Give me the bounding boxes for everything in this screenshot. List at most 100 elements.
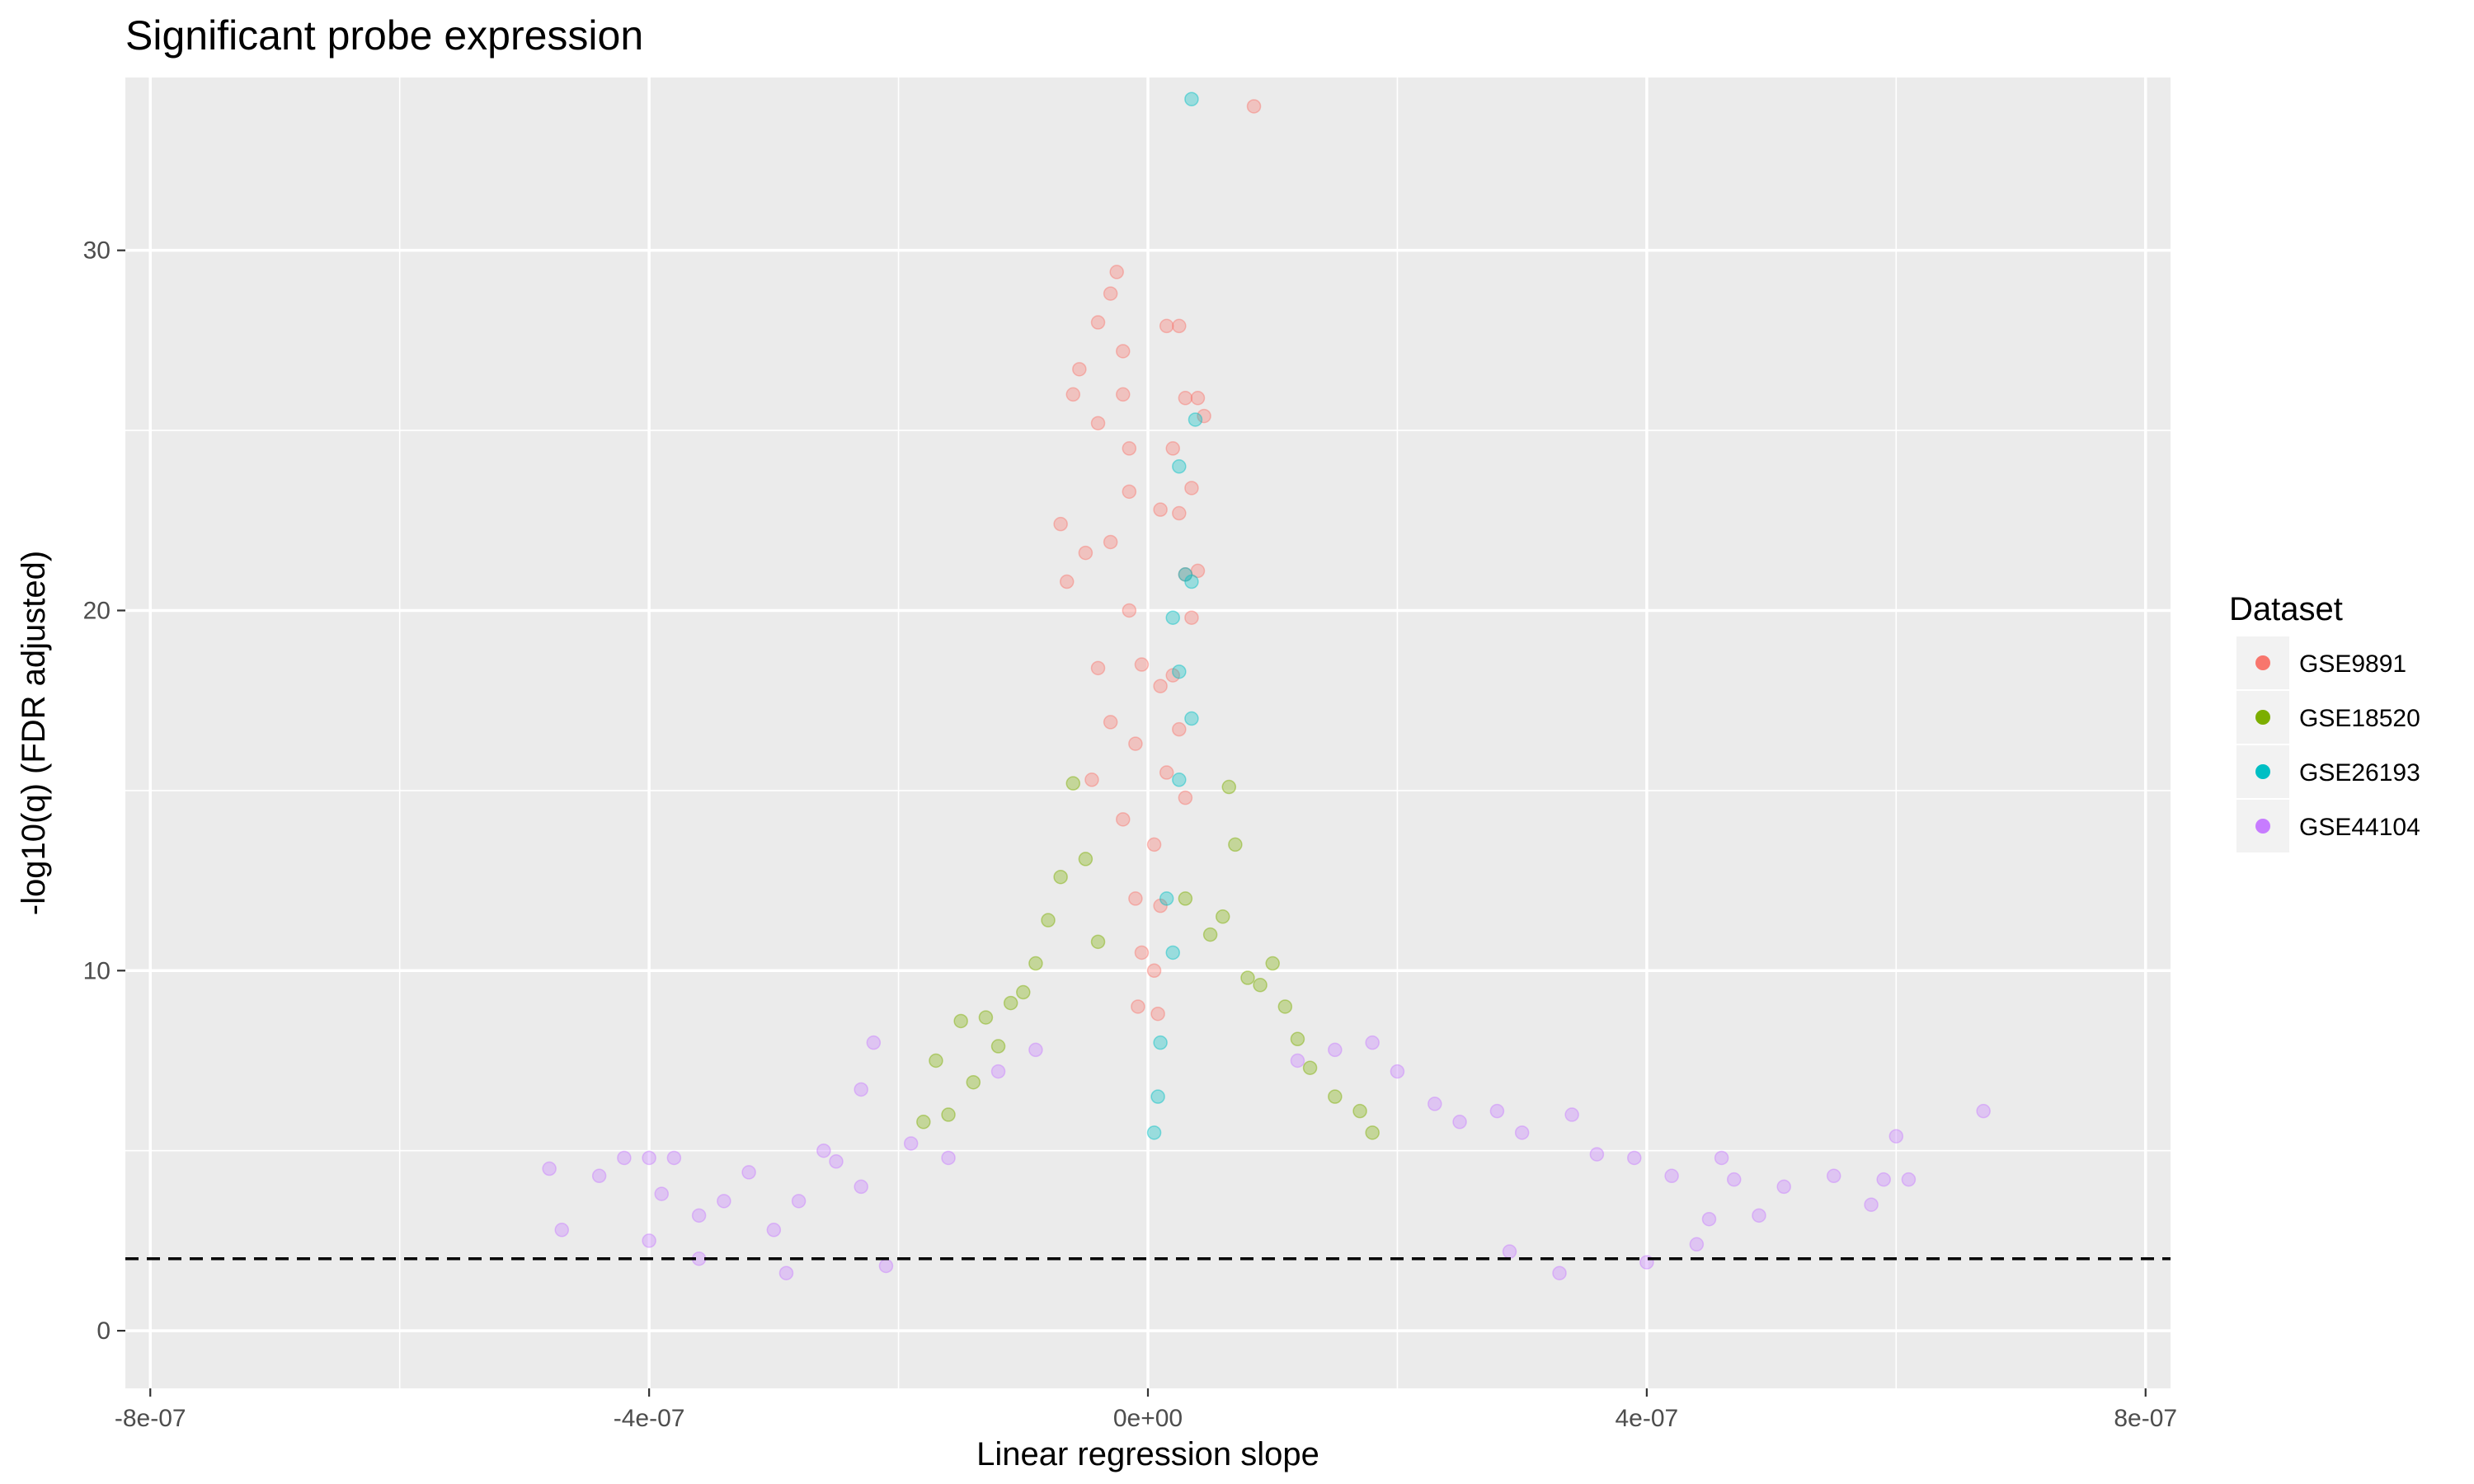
data-point [1131,999,1145,1014]
data-point [854,1179,868,1195]
data-point [1714,1150,1729,1166]
data-point [1172,459,1187,474]
data-point [1290,1031,1305,1047]
grid-lines [125,77,2171,1388]
data-point [941,1150,956,1166]
data-point [1146,837,1162,852]
data-point [1172,505,1187,521]
data-point [617,1150,632,1166]
data-point [1150,1006,1165,1021]
data-point [1116,387,1131,402]
data-point [1153,898,1168,913]
data-point [1028,956,1043,971]
legend: Dataset GSE9891 GSE18520 GSE26193 GSE44104 [2229,591,2420,852]
data-point [1589,1147,1605,1162]
data-point [1122,484,1137,500]
data-point [1888,1129,1904,1144]
data-point [1109,265,1124,279]
y-tick-label: 20 [83,597,111,624]
data-point [1514,1125,1530,1140]
data-point [1103,715,1118,730]
data-point [1172,721,1187,737]
data-point [1776,1179,1791,1195]
data-point [866,1035,882,1050]
data-point [691,1208,707,1223]
data-point [1146,1125,1162,1140]
data-point [878,1258,894,1274]
data-point [654,1186,669,1201]
series-GSE18520 [916,776,1380,1140]
legend-key-dot [2255,710,2270,725]
data-point [1290,1053,1305,1068]
data-point [1876,1172,1891,1187]
data-point [1901,1172,1917,1187]
data-point [990,1064,1006,1079]
data-point [1165,441,1180,456]
data-point [778,1266,794,1280]
data-point [1178,891,1193,906]
data-point [591,1168,607,1184]
data-point [642,1150,656,1166]
data-point [1134,657,1150,672]
legend-item-GSE44104: GSE44104 [2236,800,2420,852]
data-point [1826,1168,1841,1184]
data-point [1184,92,1199,106]
data-point [916,1115,931,1129]
data-point [1365,1125,1380,1140]
data-point [1726,1172,1742,1187]
data-point [929,1053,943,1068]
legend-key-dot [2255,764,2270,779]
data-point [1627,1150,1642,1166]
data-point [1165,945,1180,960]
data-point [1159,318,1174,334]
data-point [1128,736,1143,751]
data-point [1352,1103,1367,1119]
data-point [1053,869,1068,885]
legend-item-GSE9891: GSE9891 [2236,636,2406,689]
data-point [1197,408,1211,424]
data-point [1178,391,1193,406]
data-point [1072,362,1087,377]
data-point [1427,1097,1442,1111]
data-point [1328,1089,1343,1104]
data-point [666,1150,682,1166]
data-point [1165,610,1180,625]
data-point [1078,545,1094,561]
data-point [1240,970,1255,985]
x-axis-label: Linear regression slope [976,1436,1319,1472]
data-point [1689,1237,1705,1252]
data-point [1302,1060,1318,1075]
y-axis-ticks: 0 10 20 30 [83,237,125,1345]
data-point [1178,567,1193,582]
data-point [978,1010,994,1025]
legend-key-dot [2255,819,2270,834]
data-point [642,1233,656,1248]
data-point [1122,603,1137,618]
data-point [1864,1197,1879,1212]
data-point [1128,891,1143,906]
x-tick-label: 4e-07 [1616,1405,1679,1432]
data-point [1041,913,1056,928]
data-point [1116,344,1131,359]
data-point [1116,812,1131,827]
data-point [1328,1042,1343,1058]
series-GSE9891 [1053,99,1262,1021]
data-point [1188,412,1203,427]
data-point [854,1082,868,1097]
data-point [941,1107,956,1122]
data-point [1277,999,1293,1014]
data-point [1172,318,1187,334]
series-GSE44104 [542,1035,1991,1280]
data-point [1701,1211,1717,1227]
data-point [1078,852,1094,866]
series-GSE26193 [1146,92,1203,1140]
data-point [903,1136,919,1151]
data-point [1564,1107,1579,1122]
data-point [741,1165,756,1180]
data-point [1016,984,1031,1000]
legend-key-dot [2255,655,2270,670]
data-point [1489,1103,1505,1119]
data-point [1502,1244,1517,1259]
legend-label: GSE26193 [2299,759,2420,787]
